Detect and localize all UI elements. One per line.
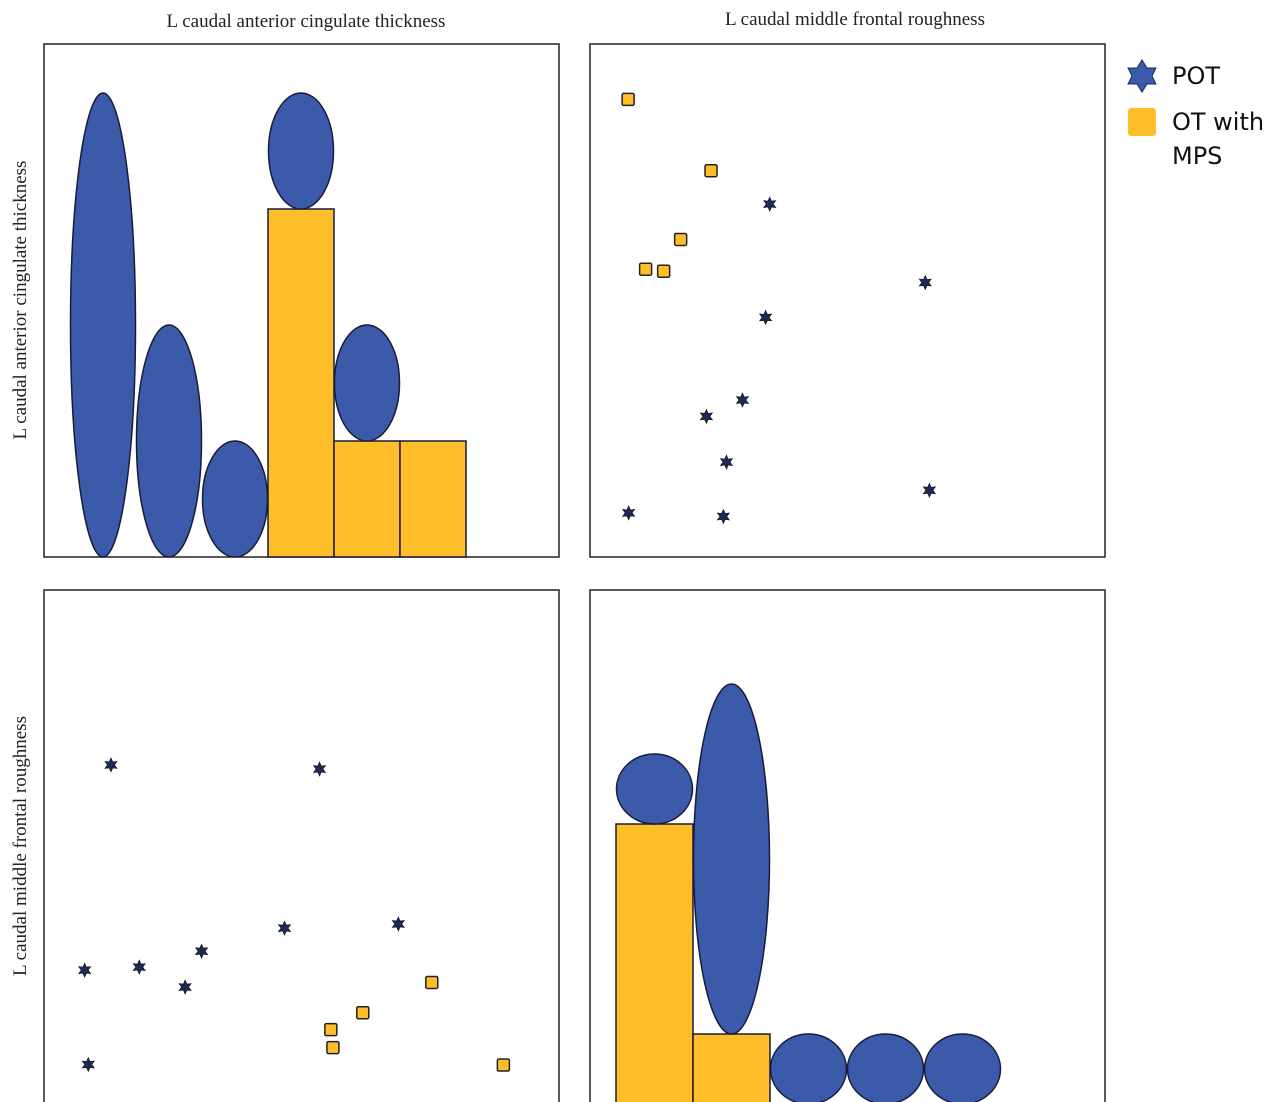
scatter-panel-bottom-left (43, 589, 560, 1102)
hist-ellipse-pot (333, 324, 401, 442)
hist-ellipse-pot (267, 92, 335, 210)
legend-item-pot: POT (1127, 59, 1220, 93)
hist-ellipse-pot (846, 1033, 925, 1102)
row-title-2: L caudal middle frontal roughness (10, 716, 31, 976)
scatter-point-pot (918, 274, 932, 291)
legend-label-line-1: OT with (1172, 108, 1264, 136)
scatter-point-pot (104, 757, 118, 773)
hist-ellipse-pot (692, 683, 771, 1035)
scatter-point-ot-mps (425, 975, 439, 990)
scatter-point-ot-mps (704, 163, 718, 178)
square-icon (1128, 108, 1156, 136)
scatter-point-ot-mps (324, 1022, 338, 1037)
legend-label-ot-mps: OT with MPS (1172, 108, 1264, 170)
scatter-point-pot (763, 196, 777, 212)
scatter-point-ot-mps (326, 1040, 340, 1055)
hist-bar-ot-mps (267, 208, 335, 558)
scatter-point-pot (716, 508, 731, 525)
scatter-point-pot (81, 1056, 96, 1073)
scatter-panel-top-right (589, 43, 1106, 558)
scatter-point-pot (922, 482, 937, 499)
hist-ellipse-pot (201, 440, 269, 558)
legend-label-pot: POT (1172, 62, 1220, 90)
scatter-point-ot-mps (656, 264, 671, 279)
hist-bar-ot-mps (399, 440, 467, 558)
hist-ellipse-pot (615, 753, 694, 825)
hist-bar-ot-mps (692, 1033, 771, 1102)
hist-ellipse-pot (769, 1033, 848, 1102)
scatter-point-ot-mps (673, 232, 688, 247)
scatter-point-pot (621, 505, 636, 521)
scatter-point-pot (719, 454, 734, 470)
column-title-1: L caudal anterior cingulate thickness (167, 11, 446, 32)
column-title-2: L caudal middle frontal roughness (725, 9, 985, 30)
scatter-point-ot-mps (638, 262, 653, 276)
star-icon (1127, 59, 1157, 93)
scatter-point-pot (758, 309, 773, 326)
scatter-point-pot (277, 920, 292, 936)
row-title-1: L caudal anterior cingulate thickness (10, 161, 31, 440)
hist-bar-ot-mps (615, 823, 694, 1102)
scatter-point-pot (735, 392, 750, 408)
scatter-point-pot (178, 979, 192, 995)
scatter-point-pot (194, 943, 209, 959)
histogram-panel-thickness (43, 43, 560, 558)
hist-bar-ot-mps (333, 440, 401, 558)
scatter-point-pot (312, 761, 327, 777)
histogram-panel-roughness (589, 589, 1106, 1102)
hist-ellipse-pot (69, 92, 137, 558)
hist-ellipse-pot (923, 1033, 1002, 1102)
scatter-point-ot-mps (496, 1058, 511, 1072)
scatter-point-pot (391, 916, 406, 932)
hist-ellipse-pot (135, 324, 203, 558)
legend: POT OT with MPS (1127, 59, 1264, 170)
legend-label-line-2: MPS (1172, 142, 1222, 170)
legend-item-ot-mps: OT with MPS (1128, 108, 1264, 170)
scatter-point-pot (77, 962, 92, 978)
scatter-point-pot (132, 959, 146, 975)
scatter-point-ot-mps (621, 92, 635, 107)
panel-frame (43, 589, 560, 1102)
scatter-point-pot (699, 408, 714, 425)
scatter-point-ot-mps (356, 1005, 370, 1020)
panel-frame (589, 43, 1106, 558)
